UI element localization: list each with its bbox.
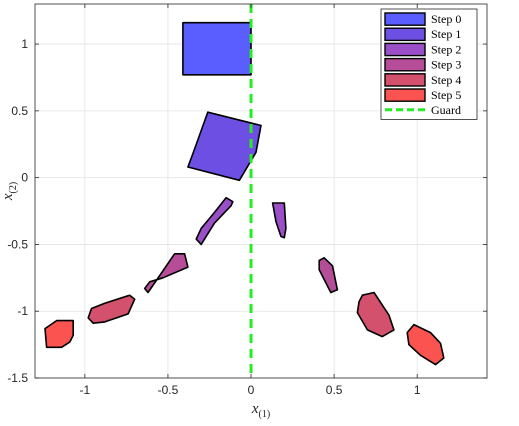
- legend-swatch: [384, 73, 426, 87]
- legend-label: Guard: [431, 103, 461, 117]
- legend-swatch: [384, 27, 426, 42]
- step-4-polygon-1: [356, 291, 395, 338]
- legend-label: Step 5: [431, 88, 461, 102]
- legend-label: Step 2: [431, 42, 461, 56]
- legend-swatch: [384, 57, 426, 72]
- legend-swatch: [384, 42, 426, 57]
- y-tick-label: 0.5: [11, 104, 28, 118]
- plot-frame: [34, 3, 488, 379]
- y-axis-label: x(2): [0, 182, 19, 201]
- step-3-polygon-0: [143, 253, 189, 294]
- x-tick-label: 0: [248, 383, 255, 397]
- step-1-polygon-0: [187, 111, 262, 182]
- x-axis-label: x(1): [251, 401, 270, 420]
- axis-ticks: -1 -0.5 0 0.5 1 -1.5 -1 -0.5 0 0.5 1: [7, 4, 487, 397]
- y-tick-label: -1: [17, 304, 28, 318]
- x-axis-label-subscript: (1): [259, 409, 271, 420]
- legend-label: Step 3: [431, 58, 461, 72]
- step-5-polygon-1: [406, 323, 445, 366]
- x-tick-label: 1: [414, 383, 421, 397]
- step-4-polygon-0: [87, 294, 136, 325]
- x-tick-label: -0.5: [158, 383, 179, 397]
- x-tick-label: 0.5: [326, 383, 343, 397]
- legend-swatch: [384, 88, 426, 102]
- x-tick-label: -1: [80, 383, 91, 397]
- y-axis-label-main: x: [0, 193, 16, 201]
- y-axis-label-subscript: (2): [8, 182, 19, 194]
- legend-label: Step 4: [431, 73, 461, 87]
- y-tick-label: -0.5: [7, 237, 28, 251]
- legend-swatch: [384, 12, 426, 26]
- legend-label: Step 0: [431, 12, 461, 26]
- y-tick-label: -1.5: [7, 371, 28, 385]
- step-2-polygon-0: [195, 196, 234, 246]
- y-tick-label: 1: [21, 37, 28, 51]
- step-3-polygon-1: [318, 256, 339, 294]
- data-polygons: [44, 21, 445, 366]
- y-tick-label: 0: [21, 171, 28, 185]
- step-5-polygon-0: [44, 319, 74, 349]
- step-0-polygon-0: [182, 21, 252, 76]
- step-2-polygon-1: [271, 202, 287, 239]
- legend-label: Step 1: [431, 27, 461, 41]
- x-axis-label-main: x: [251, 401, 259, 417]
